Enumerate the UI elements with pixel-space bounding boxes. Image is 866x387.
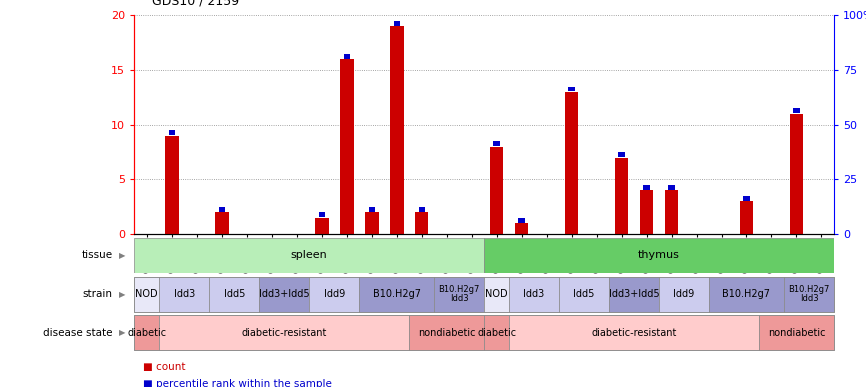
Bar [740,201,753,234]
Text: B10.H2g7
Idd3: B10.H2g7 Idd3 [788,285,830,303]
Text: thymus: thymus [638,250,680,260]
Text: disease state: disease state [43,328,113,338]
Text: tissue: tissue [81,250,113,260]
Bar [359,277,434,312]
Bar [134,277,159,312]
Bar [509,277,559,312]
Bar [369,207,375,212]
Text: Idd5: Idd5 [573,289,595,299]
Text: B10.H2g7: B10.H2g7 [372,289,421,299]
Text: diabetic: diabetic [477,328,516,338]
Text: Idd3+Idd5: Idd3+Idd5 [259,289,309,299]
Text: Idd3: Idd3 [523,289,545,299]
Bar [643,185,650,190]
Bar [159,315,409,350]
Bar [514,223,528,234]
Text: ■ percentile rank within the sample: ■ percentile rank within the sample [143,379,332,387]
Bar [509,315,759,350]
Text: nondiabetic: nondiabetic [768,328,825,338]
Bar [559,277,609,312]
Bar [743,196,750,201]
Text: Idd9: Idd9 [674,289,695,299]
Text: NOD: NOD [135,289,158,299]
Bar [393,21,400,26]
Bar [309,277,359,312]
Bar [339,59,353,234]
Bar [215,212,229,234]
Text: diabetic-resistant: diabetic-resistant [591,328,676,338]
Bar [409,315,484,350]
Bar [759,315,834,350]
Bar [489,147,503,234]
Bar [134,315,159,350]
Bar [615,158,629,234]
Text: spleen: spleen [291,250,327,260]
Text: nondiabetic: nondiabetic [418,328,475,338]
Text: ▶: ▶ [119,289,126,299]
Bar [218,207,225,212]
Bar [709,277,784,312]
Text: NOD: NOD [485,289,507,299]
Text: strain: strain [82,289,113,299]
Bar [159,277,210,312]
Bar [519,218,525,223]
Text: Idd3+Idd5: Idd3+Idd5 [609,289,659,299]
Bar [793,108,799,113]
Bar [418,207,424,212]
Text: ■ count: ■ count [143,362,185,372]
Bar [568,87,575,91]
Bar [415,212,429,234]
Bar [494,141,500,146]
Bar [609,277,659,312]
Bar [484,238,834,273]
Text: ▶: ▶ [119,328,126,337]
Text: Idd5: Idd5 [223,289,245,299]
Bar [484,277,509,312]
Bar [669,185,675,190]
Text: GDS10 / 2159: GDS10 / 2159 [152,0,239,8]
Text: B10.H2g7: B10.H2g7 [722,289,771,299]
Bar [618,152,624,157]
Text: Idd3: Idd3 [173,289,195,299]
Bar [134,238,484,273]
Text: ▶: ▶ [119,251,126,260]
Bar [790,114,804,234]
Bar [210,277,259,312]
Bar [365,212,378,234]
Bar [344,54,350,59]
Bar [390,26,404,234]
Bar [259,277,309,312]
Text: B10.H2g7
Idd3: B10.H2g7 Idd3 [438,285,480,303]
Bar [169,130,175,135]
Text: diabetic: diabetic [127,328,166,338]
Text: diabetic-resistant: diabetic-resistant [242,328,326,338]
Bar [565,92,578,234]
Bar [434,277,484,312]
Bar [640,190,654,234]
Bar [484,315,509,350]
Bar [314,218,328,234]
Bar [784,277,834,312]
Bar [659,277,709,312]
Text: Idd9: Idd9 [324,289,345,299]
Bar [319,212,325,217]
Bar [664,190,678,234]
Bar [165,136,178,234]
